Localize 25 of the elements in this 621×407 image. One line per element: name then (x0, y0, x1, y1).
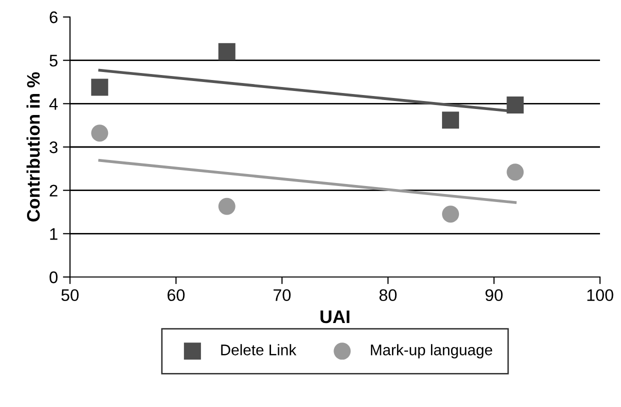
point (91, 124, 108, 142)
y-axis-title: Contribution in % (26, 72, 40, 222)
x-tick-label: 100 (587, 289, 614, 302)
x-tick-label: 60 (168, 289, 185, 302)
x-tick-label: 50 (61, 289, 79, 302)
y-tick-label: 1 (50, 228, 58, 240)
x-tick-label: 90 (486, 289, 503, 302)
point (91, 78, 108, 96)
point (506, 96, 524, 114)
y-tick-label: 6 (50, 11, 58, 24)
y-tick-label: 5 (50, 54, 58, 67)
point (442, 206, 460, 223)
point (218, 198, 236, 215)
y-tick-label: 3 (50, 141, 58, 154)
y-tick-label: 4 (49, 98, 58, 110)
y-tick-label: 2 (50, 184, 58, 196)
x-axis-title: UAI (320, 310, 350, 324)
x-tick-label: 80 (379, 289, 397, 302)
point (218, 43, 236, 60)
y-tick-label: 0 (50, 271, 58, 284)
point (506, 164, 524, 181)
point (442, 112, 460, 129)
legend-label: Mark-up language (370, 344, 492, 358)
x-tick-label: 70 (274, 289, 291, 302)
legend-label: Delete Link (221, 344, 296, 356)
